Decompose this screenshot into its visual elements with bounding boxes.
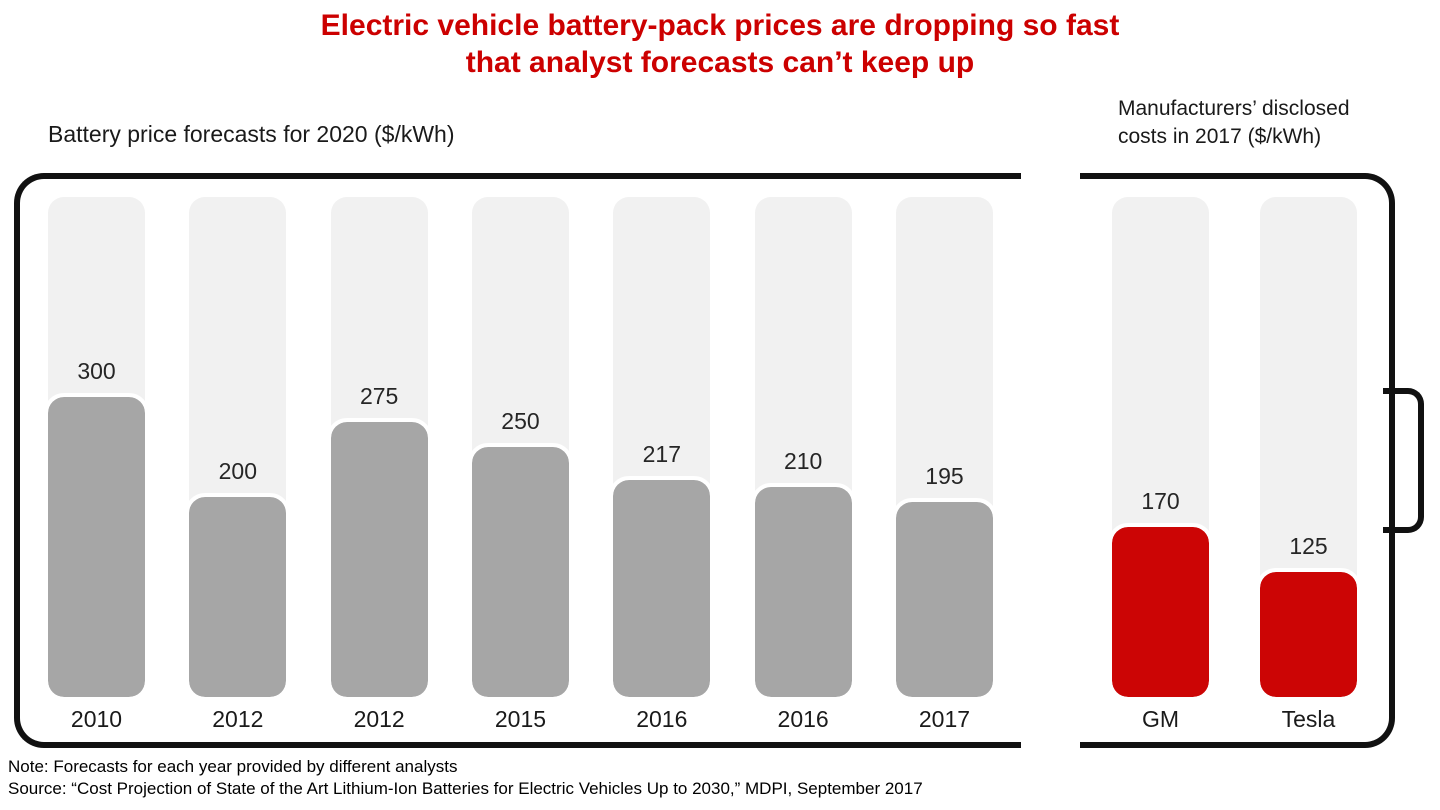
chart-title-line2: that analyst forecasts can’t keep up bbox=[465, 46, 975, 79]
actual-costs-bars: 170 GM 125 Tesla bbox=[1112, 197, 1357, 742]
forecast-bars: 300 2010 200 2012 275 2012 250 2015 217 2016 210 20… bbox=[48, 197, 993, 742]
bar-fill bbox=[330, 418, 428, 697]
bar-fill bbox=[754, 483, 852, 697]
bar-category-label: 2012 bbox=[353, 705, 405, 732]
bar-track: 125 bbox=[1260, 197, 1357, 697]
bar-value-label: 300 bbox=[77, 358, 116, 384]
bar-category-label: Tesla bbox=[1281, 705, 1336, 732]
chart-title-line1: Electric vehicle battery-pack prices are… bbox=[320, 9, 1120, 42]
bar-value-label: 275 bbox=[359, 383, 399, 409]
bar-track: 170 bbox=[1112, 197, 1209, 697]
forecast-chart-heading: Battery price forecasts for 2020 ($/kWh) bbox=[48, 121, 455, 147]
bar-value-label: 250 bbox=[501, 408, 540, 434]
bar-column: 210 2016 bbox=[754, 197, 852, 742]
bar-column: 250 2015 bbox=[471, 197, 569, 742]
bar-fill bbox=[471, 443, 569, 697]
bar-category-label: 2016 bbox=[777, 705, 829, 732]
bar-fill bbox=[48, 393, 145, 697]
source-text: Source: “Cost Projection of State of the… bbox=[8, 779, 923, 798]
bar-column: 300 2010 bbox=[48, 197, 145, 742]
bar-category-label: 2015 bbox=[494, 705, 547, 732]
bar-category-label: 2017 bbox=[918, 705, 971, 732]
bar-track: 200 bbox=[189, 197, 287, 697]
bar-track: 195 bbox=[895, 197, 993, 697]
bar-value-label: 217 bbox=[642, 441, 681, 467]
bar-category-label: 2016 bbox=[636, 705, 688, 732]
bar-category-label: 2012 bbox=[212, 705, 264, 732]
forecast-panel: 300 2010 200 2012 275 2012 250 2015 217 2016 210 20… bbox=[14, 173, 1021, 748]
bar-track: 210 bbox=[754, 197, 852, 697]
bar-category-label: 2010 bbox=[70, 705, 123, 732]
bar-column: 125 Tesla bbox=[1260, 197, 1357, 742]
bar-value-label: 195 bbox=[925, 463, 964, 489]
bar-column: 275 2012 bbox=[330, 197, 428, 742]
bar-column: 195 2017 bbox=[895, 197, 993, 742]
bar-column: 200 2012 bbox=[189, 197, 287, 742]
bar-category-label: GM bbox=[1141, 705, 1180, 732]
actual-costs-heading: Manufacturers’ disclosed costs in 2017 (… bbox=[1118, 97, 1350, 148]
bar-track: 250 bbox=[471, 197, 569, 697]
bar-column: 217 2016 bbox=[613, 197, 711, 742]
bar-track: 217 bbox=[613, 197, 711, 697]
bar-value-label: 200 bbox=[218, 458, 258, 484]
battery-terminal bbox=[1383, 388, 1424, 533]
bar-fill bbox=[613, 476, 711, 697]
bar-fill bbox=[1112, 523, 1209, 697]
actual-costs-panel: 170 GM 125 Tesla bbox=[1080, 173, 1424, 748]
bar-column: 170 GM bbox=[1112, 197, 1209, 742]
bar-fill bbox=[895, 498, 993, 697]
bar-value-label: 125 bbox=[1289, 533, 1328, 559]
bar-value-label: 170 bbox=[1141, 488, 1180, 514]
bar-fill bbox=[1260, 568, 1357, 697]
bar-track: 275 bbox=[330, 197, 428, 697]
bar-value-label: 210 bbox=[783, 448, 823, 474]
bar-fill bbox=[189, 493, 287, 697]
bar-track: 300 bbox=[48, 197, 145, 697]
note-text: Note: Forecasts for each year provided b… bbox=[8, 757, 458, 776]
chart-title: Electric vehicle battery-pack prices are… bbox=[0, 7, 1440, 81]
